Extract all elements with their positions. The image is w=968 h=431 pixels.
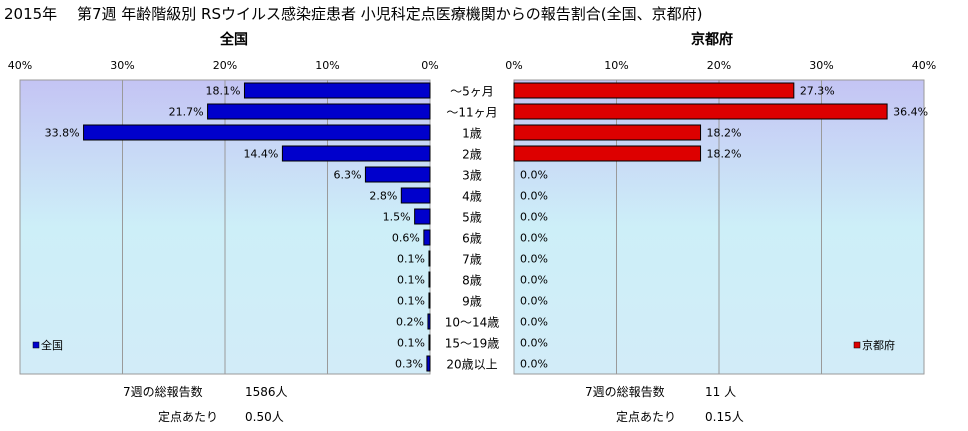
data-label-national: 0.1% — [397, 274, 425, 287]
tick-label: 0% — [421, 59, 438, 72]
bar-national — [414, 208, 431, 225]
data-label-national: 33.8% — [45, 127, 80, 140]
bar-national — [423, 229, 431, 246]
legend-swatch-kyoto — [853, 341, 861, 349]
bar-national — [243, 82, 431, 99]
bar-national — [428, 292, 431, 309]
legend-national: 全国 — [32, 338, 63, 352]
legend-label-kyoto: 京都府 — [862, 338, 895, 352]
national-total-value: 1586人 — [245, 385, 288, 399]
bar-national — [281, 145, 431, 162]
data-label-national: 0.6% — [392, 232, 420, 245]
data-label-kyoto: 27.3% — [800, 85, 835, 98]
data-label-kyoto: 0.0% — [520, 232, 548, 245]
data-label-kyoto: 0.0% — [520, 169, 548, 182]
data-label-national: 2.8% — [369, 190, 397, 203]
category-label: 15〜19歳 — [445, 337, 500, 351]
series-kyoto: 27.3% 36.4% 18.2% 18.2% 0.0% 0.0% 0.0% 0.0% 0.0%… — [513, 82, 928, 371]
data-label-national: 0.1% — [397, 253, 425, 266]
bar-kyoto — [513, 124, 702, 141]
tick-label: 20% — [707, 59, 731, 72]
bar-kyoto — [513, 82, 795, 99]
bar-national — [428, 250, 431, 267]
bar-national — [364, 166, 431, 183]
legend-label-national: 全国 — [41, 338, 63, 352]
legend-swatch-national — [32, 341, 40, 349]
data-label-national: 21.7% — [169, 106, 204, 119]
tick-label: 10% — [315, 59, 339, 72]
tick-label: 40% — [912, 59, 936, 72]
category-label: 10〜14歳 — [445, 316, 500, 330]
category-label: 8歳 — [462, 274, 482, 288]
tick-label: 20% — [213, 59, 237, 72]
data-label-kyoto: 0.0% — [520, 190, 548, 203]
national-per-label: 定点あたり — [158, 409, 218, 424]
tick-label: 0% — [505, 59, 522, 72]
data-label-national: 0.2% — [396, 316, 424, 329]
data-label-national: 0.1% — [397, 337, 425, 350]
axis-ticks-kyoto: 0% 10% 20% 30% 40% — [505, 59, 936, 72]
bar-national — [83, 124, 431, 141]
data-label-kyoto: 0.0% — [520, 295, 548, 308]
tick-label: 40% — [8, 59, 32, 72]
data-label-national: 0.3% — [395, 358, 423, 371]
tick-label: 30% — [809, 59, 833, 72]
data-label-kyoto: 18.2% — [707, 148, 742, 161]
category-label: 6歳 — [462, 232, 482, 246]
kyoto-per-label: 定点あたり — [616, 409, 676, 424]
data-label-national: 0.1% — [397, 295, 425, 308]
data-label-kyoto: 36.4% — [893, 106, 928, 119]
category-label: 7歳 — [462, 253, 482, 267]
bar-kyoto — [513, 103, 888, 120]
legend-kyoto: 京都府 — [853, 338, 895, 352]
national-total-label: 7週の総報告数 — [123, 384, 203, 399]
category-label: 20歳以上 — [446, 358, 497, 372]
category-label: 〜5ヶ月 — [450, 85, 494, 99]
category-label: 3歳 — [462, 169, 482, 183]
data-label-kyoto: 0.0% — [520, 316, 548, 329]
chart-title: 2015年 第7週 年齢階級別 RSウイルス感染症患者 小児科定点医療機関からの… — [4, 5, 702, 23]
panel-title-national: 全国 — [219, 31, 248, 48]
data-label-national: 18.1% — [206, 85, 241, 98]
data-label-national: 6.3% — [333, 169, 361, 182]
bar-national — [426, 355, 431, 372]
category-label: 2歳 — [462, 148, 482, 162]
series-national: 18.1%21.7% 33.8% 14.4% 6.3% 2.8% 1.5% 0.6% 0.1%… — [45, 82, 431, 372]
category-label: 5歳 — [462, 211, 482, 225]
footer-national: 7週の総報告数 1586人 定点あたり 0.50人 — [123, 384, 288, 424]
bar-national — [428, 334, 431, 351]
data-label-national: 1.5% — [383, 211, 411, 224]
bar-kyoto — [513, 145, 702, 162]
bar-national — [427, 313, 431, 330]
footer-kyoto: 7週の総報告数 11 人 定点あたり 0.15人 — [585, 384, 744, 424]
national-per-value: 0.50人 — [245, 410, 284, 424]
category-labels: 〜5ヶ月〜11ヶ月 1歳 2歳 3歳 4歳 5歳 6歳 7歳 8歳 9歳 10〜14歳 15〜19歳 2… — [445, 85, 500, 372]
panel-title-kyoto: 京都府 — [691, 31, 733, 48]
data-label-kyoto: 0.0% — [520, 211, 548, 224]
data-label-national: 14.4% — [243, 148, 278, 161]
category-label: 4歳 — [462, 190, 482, 204]
data-label-kyoto: 0.0% — [520, 337, 548, 350]
kyoto-total-label: 7週の総報告数 — [585, 384, 665, 399]
bar-national — [428, 271, 431, 288]
category-label: 1歳 — [462, 127, 482, 141]
data-label-kyoto: 0.0% — [520, 274, 548, 287]
data-label-kyoto: 18.2% — [707, 127, 742, 140]
category-label: 9歳 — [462, 295, 482, 309]
bar-national — [400, 187, 431, 204]
bar-national — [207, 103, 431, 120]
data-label-kyoto: 0.0% — [520, 253, 548, 266]
category-label: 〜11ヶ月 — [446, 106, 497, 120]
tick-label: 30% — [110, 59, 134, 72]
data-label-kyoto: 0.0% — [520, 358, 548, 371]
kyoto-per-value: 0.15人 — [705, 410, 744, 424]
kyoto-total-value: 11 人 — [705, 385, 736, 399]
tick-label: 10% — [604, 59, 628, 72]
axis-ticks-national: 40% 30% 20% 10% 0% — [8, 59, 439, 72]
